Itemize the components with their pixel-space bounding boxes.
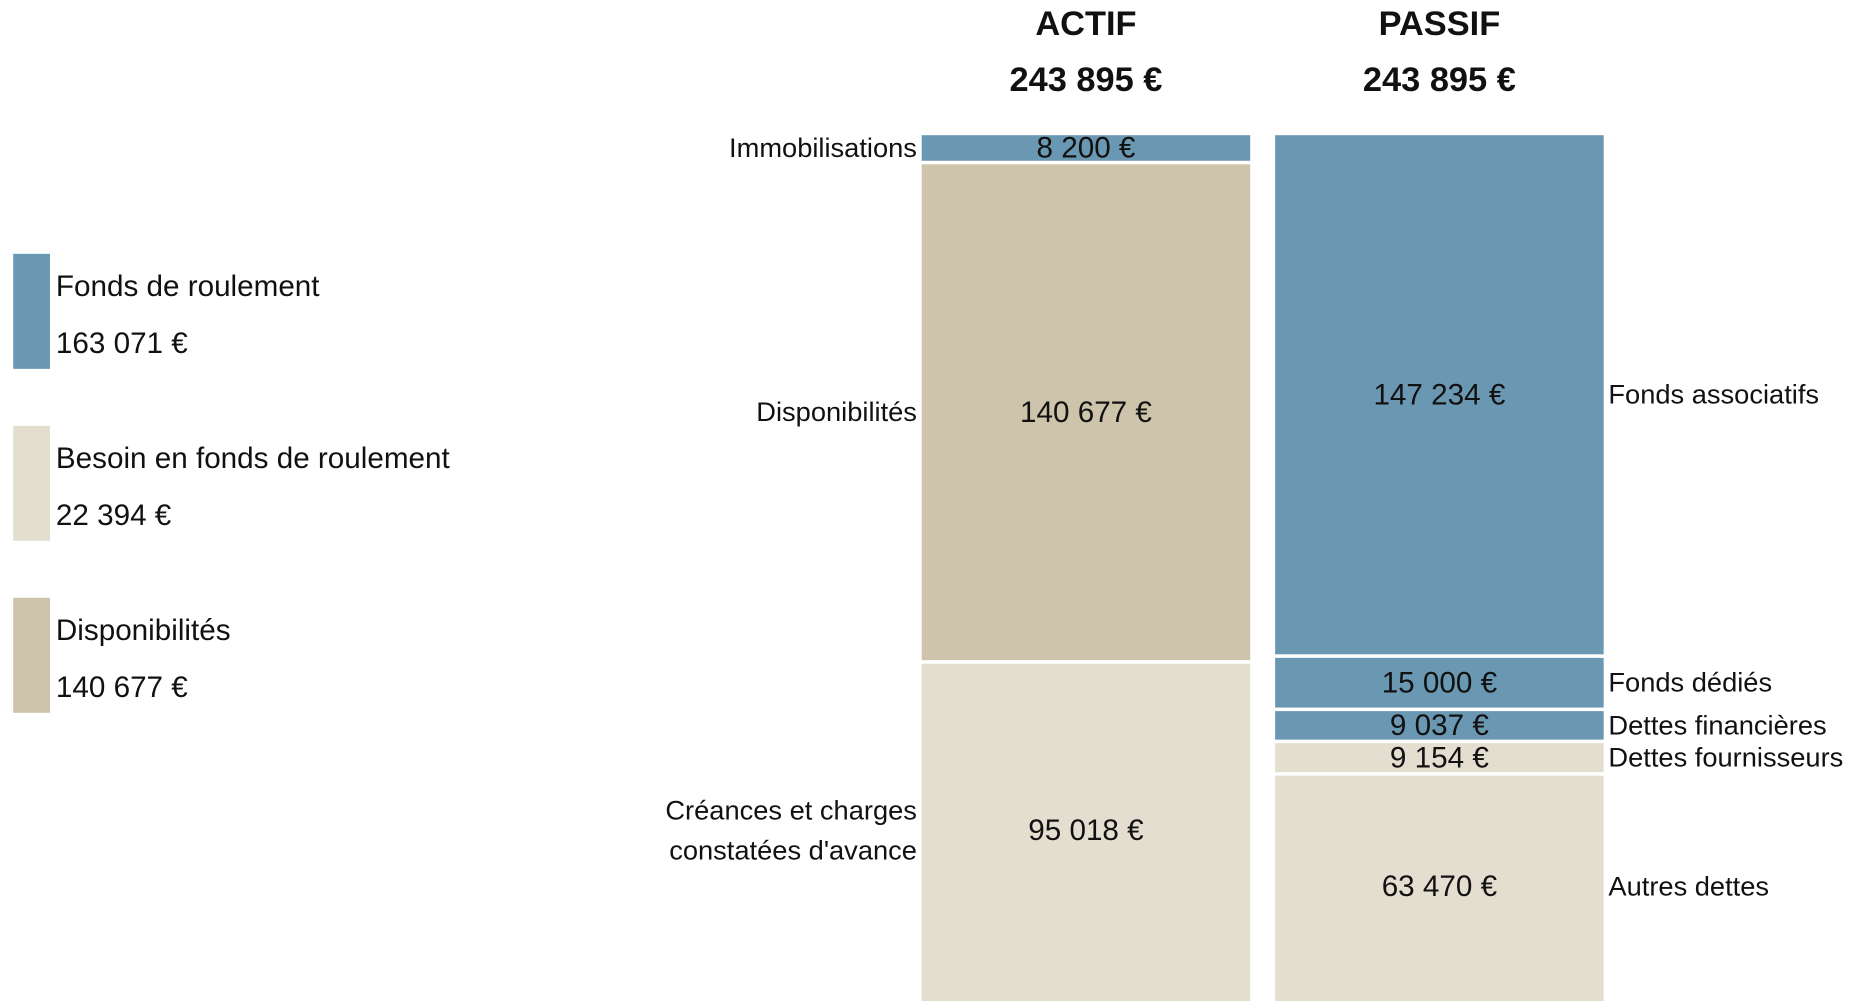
segment-value: 8 200 € bbox=[1037, 132, 1136, 165]
segment-name: Disponibilités bbox=[756, 396, 917, 427]
segment bbox=[1275, 657, 1604, 708]
segment-name: Dettes fournisseurs bbox=[1608, 742, 1843, 773]
segment-name: constatées d'avance bbox=[669, 835, 917, 866]
segment bbox=[921, 135, 1251, 161]
column-total: 243 895 € bbox=[1363, 61, 1516, 99]
segment-value: 9 037 € bbox=[1390, 709, 1489, 742]
segment bbox=[1275, 711, 1604, 740]
segment-name: Fonds associatifs bbox=[1608, 379, 1819, 410]
segment-name: Fonds dédiés bbox=[1608, 667, 1772, 698]
segment bbox=[921, 164, 1251, 661]
segment bbox=[1275, 743, 1604, 773]
legend-swatch bbox=[13, 425, 50, 541]
segment bbox=[921, 663, 1251, 1001]
segment-value: 147 234 € bbox=[1373, 378, 1505, 411]
legend-name: Besoin en fonds de roulement bbox=[56, 442, 451, 475]
column-title: ACTIF bbox=[1035, 5, 1136, 43]
segment-value: 140 677 € bbox=[1020, 396, 1152, 429]
column-title: PASSIF bbox=[1379, 5, 1501, 43]
segment-value: 15 000 € bbox=[1382, 666, 1498, 699]
segment bbox=[1275, 775, 1604, 1001]
legend-swatch bbox=[13, 597, 50, 713]
segment-value: 9 154 € bbox=[1390, 741, 1489, 774]
segment-value: 95 018 € bbox=[1028, 814, 1144, 847]
segment bbox=[1275, 135, 1604, 655]
segment-name: Dettes financières bbox=[1608, 709, 1826, 740]
segment-name: Immobilisations bbox=[729, 132, 917, 163]
segment-value: 63 470 € bbox=[1382, 870, 1498, 903]
legend-value: 140 677 € bbox=[56, 671, 188, 704]
segment-name: Créances et charges bbox=[665, 794, 917, 825]
segment-name: Autres dettes bbox=[1608, 871, 1769, 902]
column-total: 243 895 € bbox=[1009, 61, 1162, 99]
legend-value: 163 071 € bbox=[56, 327, 188, 360]
legend-value: 22 394 € bbox=[56, 499, 172, 532]
legend-name: Disponibilités bbox=[56, 614, 231, 647]
legend-swatch bbox=[13, 253, 50, 369]
legend-name: Fonds de roulement bbox=[56, 270, 320, 303]
